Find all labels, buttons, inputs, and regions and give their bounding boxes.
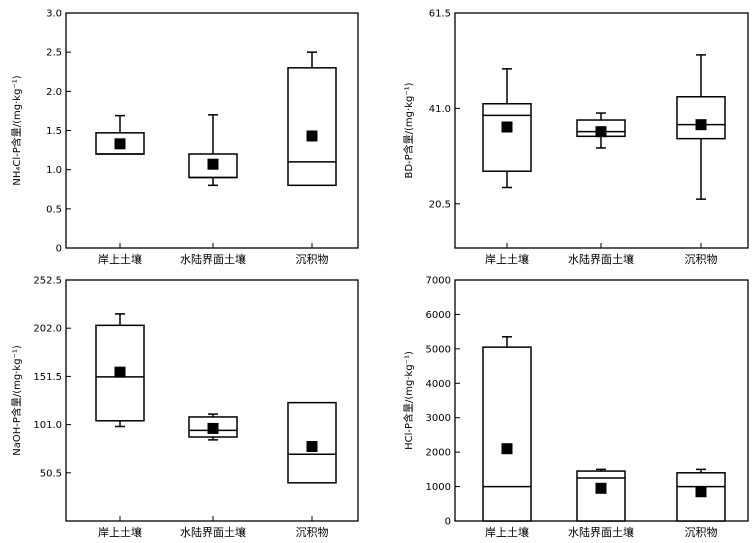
y-tick-label: 1000: [426, 482, 451, 493]
box-1: [482, 336, 532, 522]
iqr-box: [576, 470, 626, 522]
category-label: 岸上土壤: [485, 252, 529, 266]
iqr-box: [287, 67, 337, 187]
box-1: [95, 114, 145, 155]
y-tick-label: 101.0: [33, 420, 62, 431]
category-label: 沉积物: [296, 252, 329, 266]
y-tick-label: 252.5: [33, 276, 62, 287]
y-axis-title: HCl-P含量/(mg·kg⁻¹): [402, 351, 415, 450]
y-tick-label: 2000: [426, 448, 451, 459]
mean-marker: [595, 126, 607, 138]
box-3: [287, 401, 337, 484]
y-tick-label: 0: [445, 517, 451, 528]
mean-marker: [501, 121, 513, 133]
y-tick-label: 5000: [426, 344, 451, 355]
mean-marker: [501, 443, 513, 455]
chart-panel-4: 0 1000 2000 3000 4000 5000 6000 7000 岸上土壤 水陆界面土壤 沉…: [402, 276, 749, 539]
mean-marker: [595, 482, 607, 494]
plot-frame: [65, 279, 359, 522]
mean-marker: [306, 130, 318, 142]
box-2: [188, 114, 238, 187]
iqr-box: [676, 96, 726, 140]
y-tick-label: 202.0: [33, 324, 62, 335]
y-tick-label: 61.5: [429, 9, 451, 20]
box-2: [576, 468, 626, 522]
category-label: 沉积物: [296, 525, 329, 539]
iqr-box: [482, 102, 532, 172]
y-axis-title: NaOH-P含量/(mg·kg⁻¹): [10, 345, 23, 456]
box-3: [676, 468, 726, 522]
y-tick-label: 3.0: [46, 9, 62, 20]
y-tick-label: 3000: [426, 413, 451, 424]
box-3: [676, 54, 726, 200]
mean-marker: [695, 486, 707, 498]
chart-panel-3: 50.5 101.0 151.5 202.0 252.5 岸上土壤 水陆界面土壤 沉积物 NaO…: [10, 276, 359, 539]
box-1: [482, 68, 532, 189]
mean-marker: [207, 158, 219, 170]
category-label: 水陆界面土壤: [180, 252, 246, 266]
box-3: [287, 51, 337, 187]
y-axis-title: NH₄Cl-P含量/(mg·kg⁻¹): [10, 75, 23, 185]
y-tick-label: 151.5: [33, 372, 62, 383]
y-tick-label: 0: [56, 244, 62, 255]
y-tick-label: 4000: [426, 379, 451, 390]
category-label: 岸上土壤: [485, 525, 529, 539]
y-tick-label: 2.5: [46, 48, 62, 59]
category-label: 沉积物: [685, 525, 718, 539]
mean-marker: [114, 138, 126, 150]
mean-marker: [695, 119, 707, 131]
y-tick-label: 1.5: [46, 126, 62, 137]
y-tick-label: 0.5: [46, 204, 62, 215]
category-label: 岸上土壤: [98, 525, 142, 539]
chart-panel-2: 20.5 41.0 61.5 岸上土壤 水陆界面土壤 沉积物 BD-P含量/(mg·kg⁻¹…: [402, 9, 749, 266]
category-label: 水陆界面土壤: [568, 525, 634, 539]
y-tick-label: 2.0: [46, 87, 62, 98]
y-tick-label: 20.5: [429, 199, 451, 210]
iqr-box: [482, 346, 532, 522]
category-label: 岸上土壤: [98, 252, 142, 266]
y-axis-title: BD-P含量/(mg·kg⁻¹): [402, 82, 415, 178]
y-tick-label: 6000: [426, 310, 451, 321]
y-tick-label: 1.0: [46, 165, 62, 176]
y-tick-label: 7000: [426, 276, 451, 287]
box-1: [95, 313, 145, 428]
mean-marker: [114, 366, 126, 378]
chart-panel-1: 0 0.5 1.0 1.5 2.0 2.5 3.0 岸上土壤 水陆界面土壤 沉积物 NH₄Cl-P含…: [10, 9, 359, 266]
category-label: 水陆界面土壤: [180, 525, 246, 539]
y-tick-label: 50.5: [40, 468, 62, 479]
mean-marker: [207, 422, 219, 434]
box-2: [576, 112, 626, 149]
y-tick-label: 41.0: [429, 104, 451, 115]
box-2: [188, 413, 238, 441]
category-label: 沉积物: [685, 252, 718, 266]
mean-marker: [306, 441, 318, 453]
category-label: 水陆界面土壤: [568, 252, 634, 266]
